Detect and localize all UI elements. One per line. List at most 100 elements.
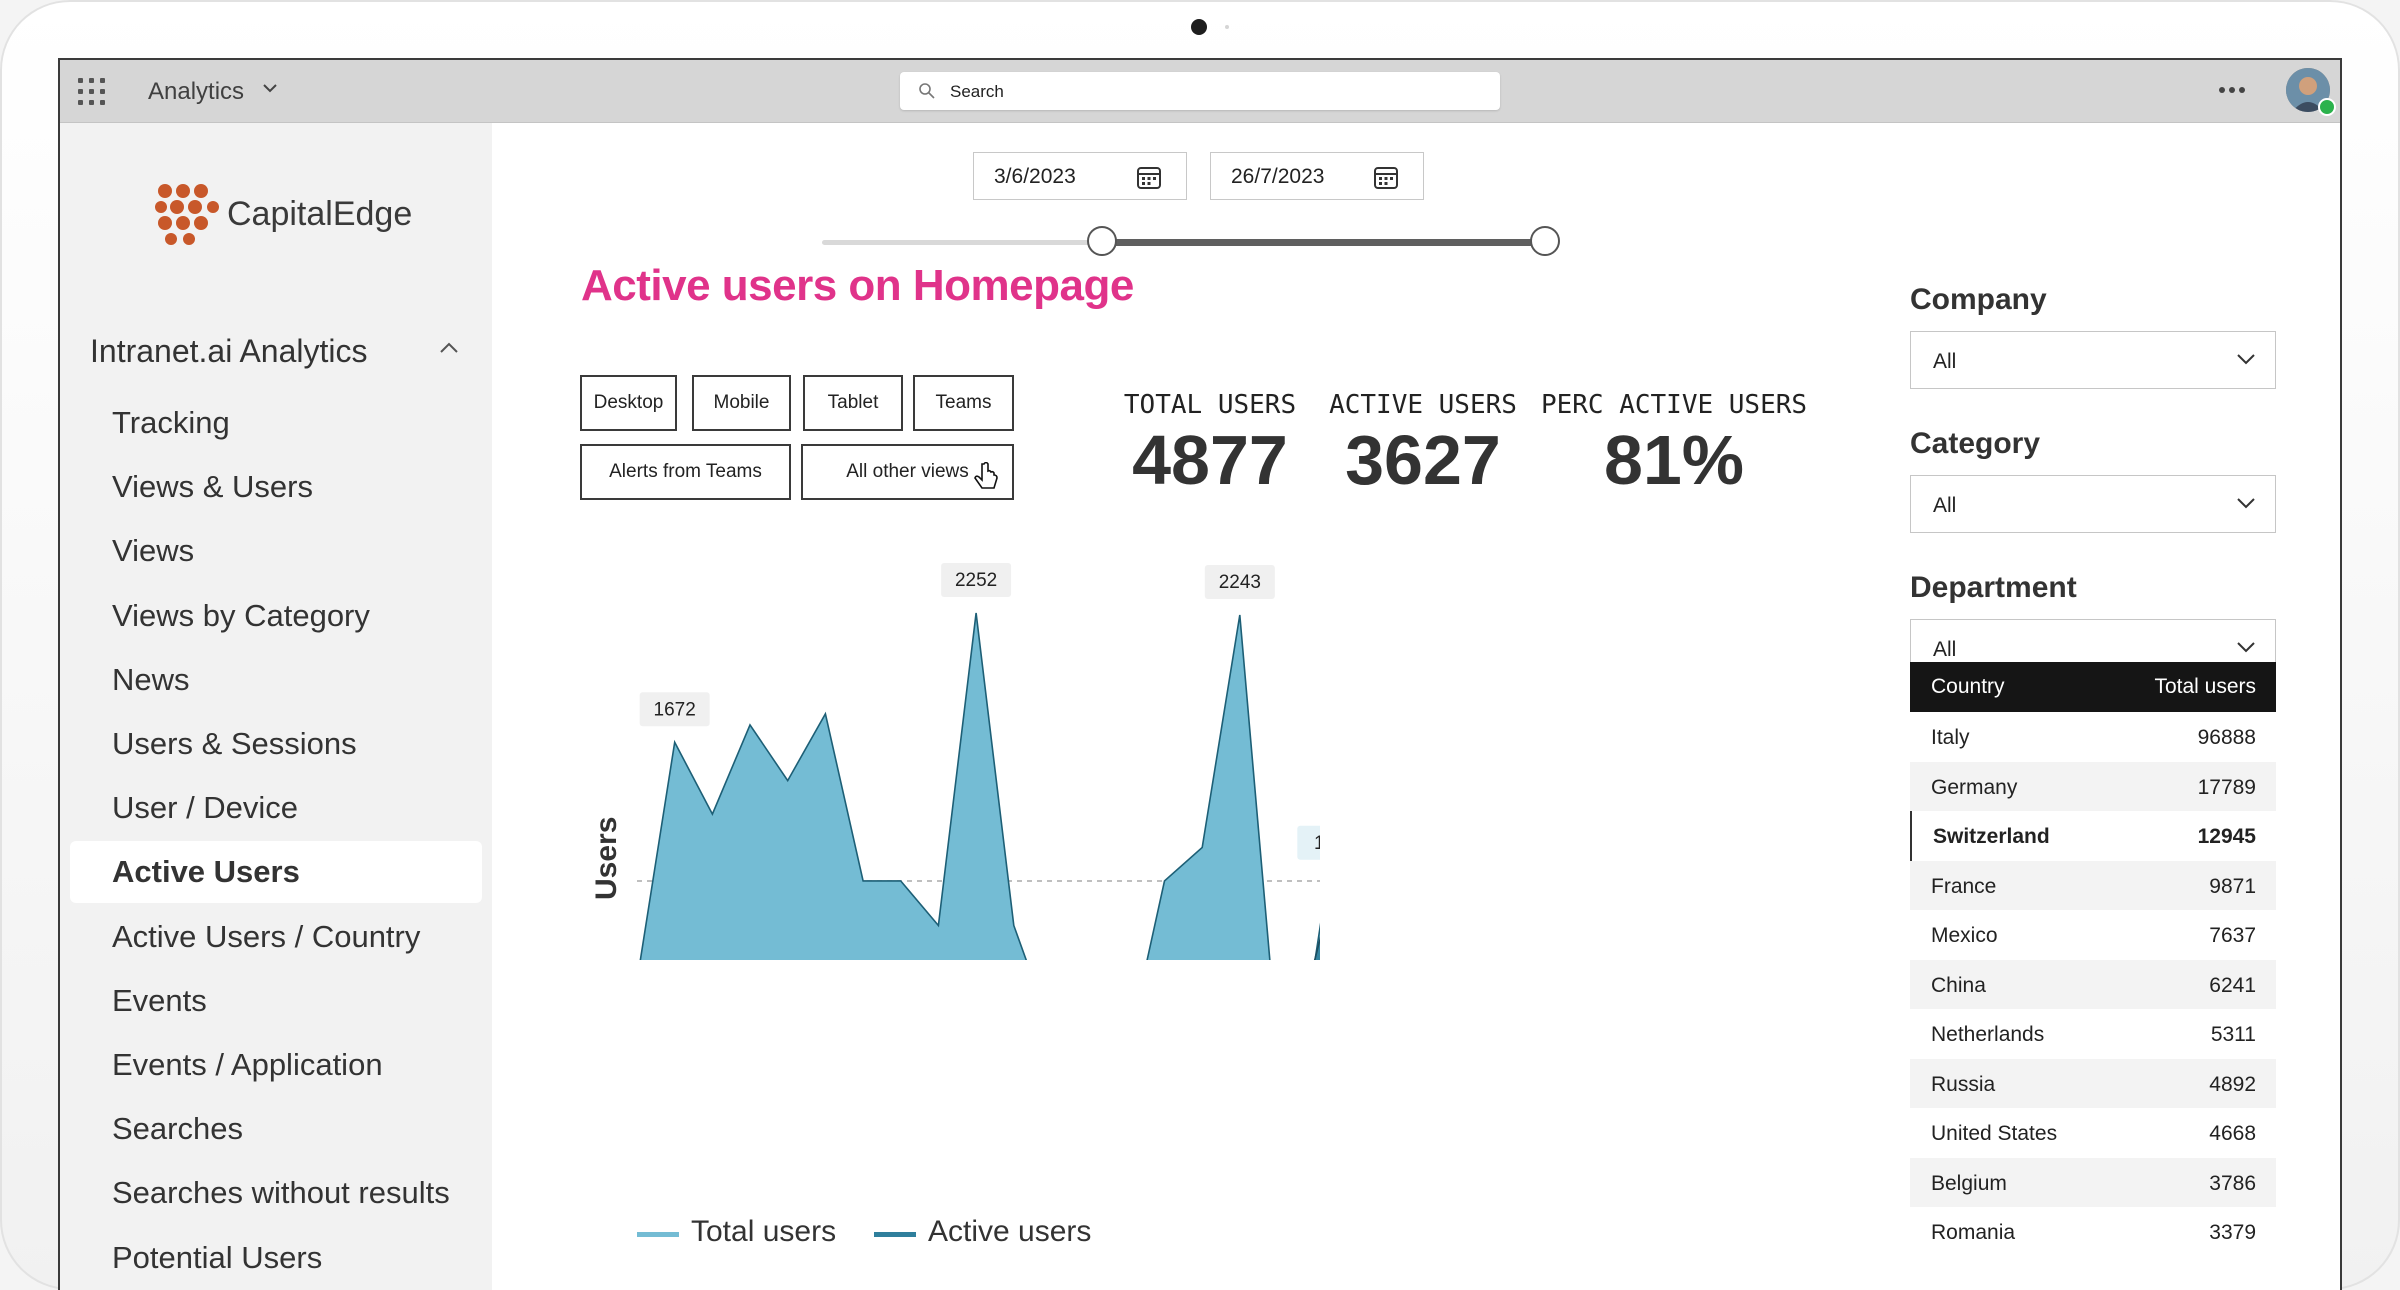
filter-teams-button[interactable]: Teams (913, 375, 1014, 431)
data-label-box (1204, 564, 1275, 599)
chevron-up-icon[interactable] (438, 341, 460, 355)
end-date-picker[interactable]: 26/7/2023 (1210, 152, 1424, 200)
sidebar-item-views-by-category[interactable]: Views by Category (112, 597, 370, 633)
active-users-area (1313, 936, 1320, 960)
table-row[interactable]: Switzerland 12945 (1910, 811, 2276, 861)
table-row[interactable]: Italy 96888 (1910, 712, 2276, 762)
table-header: Country Total users (1910, 662, 2276, 712)
mouse-cursor-icon (974, 462, 998, 489)
filter-alerts-from-teams-button[interactable]: Alerts from Teams (580, 444, 791, 500)
category-filter-label: Category (1910, 427, 2041, 460)
total-users-cell: 3379 (2209, 1221, 2256, 1244)
start-date-picker[interactable]: 3/6/2023 (973, 152, 1187, 200)
column-header-total-users[interactable]: Total users (2154, 675, 2256, 698)
logo-text: CapitalEdge (227, 195, 413, 233)
logo-icon (155, 184, 219, 245)
app-title[interactable]: Analytics (148, 78, 245, 105)
total-users-cell: 4892 (2209, 1072, 2256, 1096)
sidebar-item-searches-without-results[interactable]: Searches without results (112, 1175, 450, 1211)
total-users-cell: 17789 (2197, 775, 2256, 799)
table-row[interactable]: Romania 3379 (1910, 1207, 2276, 1257)
chevron-down-icon (2237, 354, 2255, 365)
total-users-cell: 9871 (2209, 874, 2256, 898)
sidebar-item-active-users[interactable]: Active Users (70, 841, 482, 904)
category-dropdown[interactable]: All (1910, 475, 2276, 533)
data-label-text: 2252 (955, 570, 997, 591)
chevron-down-icon (2237, 642, 2255, 653)
app-window: Analytics Search (60, 60, 2340, 1290)
sidebar-item-searches[interactable]: Searches (112, 1111, 243, 1147)
search-icon (919, 83, 935, 99)
slider-handle-end[interactable] (1530, 226, 1561, 256)
total-users-cell: 4668 (2209, 1122, 2256, 1145)
company-dropdown[interactable]: All (1910, 331, 2276, 389)
table-row[interactable]: United States 4668 (1910, 1108, 2276, 1158)
calendar-icon[interactable] (1373, 164, 1399, 190)
sidebar-item-potential-users[interactable]: Potential Users (112, 1239, 323, 1275)
department-dropdown-value: All (1933, 638, 1957, 661)
table-row[interactable]: Netherlands 5311 (1910, 1009, 2276, 1059)
filter-mobile-button[interactable]: Mobile (692, 375, 791, 431)
table-row[interactable]: China 6241 (1910, 959, 2276, 1009)
country-cell: China (1931, 973, 1986, 997)
top-bar: Analytics Search (60, 60, 2340, 123)
sidebar-item-views[interactable]: Views (112, 533, 195, 569)
total-users-cell: 6241 (2209, 973, 2256, 997)
category-dropdown-value: All (1933, 494, 1957, 517)
department-filter-label: Department (1910, 571, 2077, 604)
table-row[interactable]: France 9871 (1910, 860, 2276, 910)
company-dropdown-value: All (1933, 350, 1957, 373)
column-header-country[interactable]: Country (1931, 675, 2005, 698)
kpi-perc-active-value: 81% (1603, 421, 1745, 499)
data-label: 2243 (1204, 564, 1275, 599)
table-row[interactable]: Mexico 7637 (1910, 910, 2276, 960)
calendar-icon[interactable] (1136, 164, 1162, 190)
total-users-cell: 3786 (2209, 1171, 2256, 1195)
search-input[interactable]: Search (900, 72, 1500, 110)
sidebar-item-users-sessions[interactable]: Users & Sessions (112, 726, 357, 761)
total-users-cell: 7637 (2209, 924, 2256, 947)
data-label-text: 1672 (654, 699, 696, 720)
data-label-text: 1.100 (1314, 833, 1320, 854)
country-cell: Netherlands (1931, 1023, 2045, 1046)
search-placeholder: Search (950, 82, 1004, 101)
filter-all-other-views-button[interactable]: All other views (801, 444, 1014, 500)
filter-desktop-button[interactable]: Desktop (580, 375, 677, 431)
chevron-down-icon[interactable] (260, 78, 280, 98)
more-options-icon[interactable] (2218, 80, 2246, 100)
slider-handle-start[interactable] (1087, 226, 1118, 256)
sidebar-item-news[interactable]: News (112, 661, 190, 697)
kpi-perc-active-label: PERC ACTIVE USERS (1540, 390, 1808, 420)
sidebar-item-active-users-country[interactable]: Active Users / Country (112, 918, 421, 954)
data-label: 2252 (941, 562, 1012, 597)
total-users-cell: 12945 (2197, 825, 2256, 848)
camera-sensor (1225, 25, 1229, 29)
kpi-total-users-label: TOTAL USERS (1123, 390, 1297, 420)
filter-tablet-button[interactable]: Tablet (803, 375, 903, 431)
end-date-value: 26/7/2023 (1231, 165, 1325, 188)
legend-active-users-swatch (874, 1232, 916, 1237)
table-row[interactable]: Germany 17789 (1910, 761, 2276, 811)
app-launcher-icon[interactable] (78, 78, 106, 106)
sidebar-item-events-application[interactable]: Events / Application (112, 1047, 383, 1082)
country-table: Country Total users Italy 96888 Germany 177… (1910, 662, 2276, 1257)
data-label: 1672 (639, 692, 710, 727)
sidebar-item-views-users[interactable]: Views & Users (112, 469, 313, 505)
data-label: 1.100 (1297, 825, 1320, 860)
date-range-slider-fill (1102, 239, 1546, 246)
data-label-text: 2243 (1219, 572, 1261, 593)
page-title: Active users on Homepage (581, 261, 1134, 310)
avatar[interactable] (2286, 68, 2330, 112)
table-row[interactable]: Belgium 3786 (1910, 1157, 2276, 1207)
legend-total-users-swatch (637, 1232, 679, 1237)
table-row[interactable]: Russia 4892 (1910, 1058, 2276, 1108)
data-label-box (639, 692, 710, 727)
total-users-cell: 5311 (2210, 1023, 2256, 1046)
sidebar-section-title[interactable]: Intranet.ai Analytics (90, 333, 368, 369)
sidebar-item-events[interactable]: Events (112, 982, 207, 1018)
sidebar-item-user-device[interactable]: User / Device (112, 790, 299, 826)
country-cell: Switzerland (1933, 825, 2050, 848)
sidebar-item-tracking[interactable]: Tracking (112, 405, 230, 440)
presence-status-icon (2318, 98, 2336, 116)
kpi-active-users-label: ACTIVE USERS (1329, 390, 1517, 420)
